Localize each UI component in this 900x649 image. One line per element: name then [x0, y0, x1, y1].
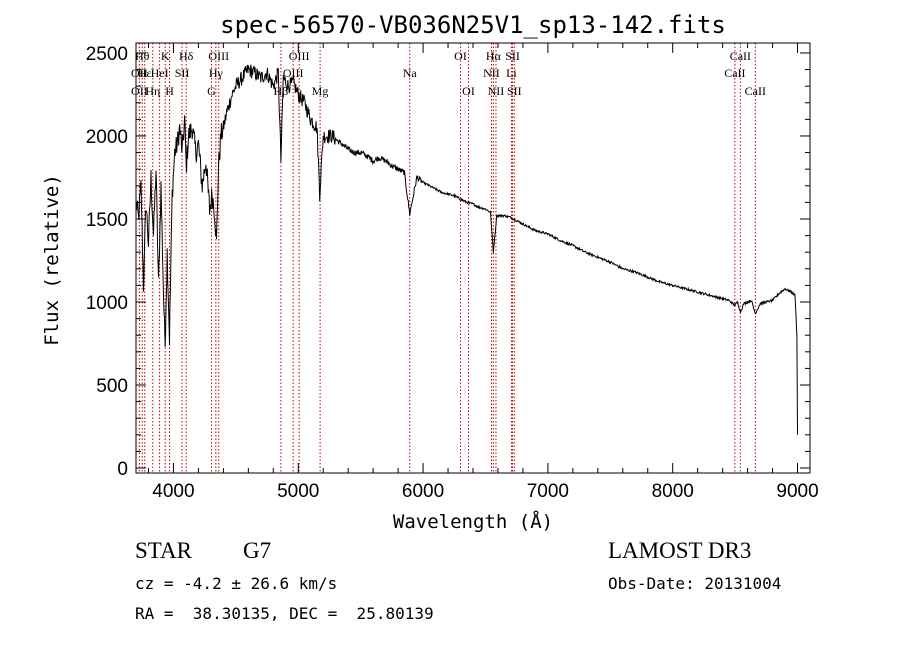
- line-marker-label: K: [161, 49, 170, 63]
- line-marker-label: Hη: [145, 84, 160, 98]
- survey-name: LAMOST DR3: [608, 538, 752, 563]
- spectrum-line: [135, 64, 798, 435]
- line-marker-label: Hγ: [209, 66, 224, 80]
- line-marker-label: Hβ: [274, 84, 289, 98]
- line-marker-label: OIII: [289, 49, 310, 63]
- line-marker-label: Mg: [312, 84, 329, 98]
- line-marker-label: OI: [454, 49, 467, 63]
- y-tick-label: 0: [117, 459, 128, 480]
- line-marker-label: H: [165, 84, 174, 98]
- y-tick-label: 1000: [86, 293, 128, 314]
- x-tick-label: 4000: [152, 481, 194, 502]
- line-marker-label: CaII: [730, 49, 751, 63]
- x-tick-label: 9000: [776, 481, 818, 502]
- line-marker-label: OIII: [208, 49, 229, 63]
- line-marker-label: Hθ: [135, 49, 150, 63]
- redshift-readout: cz = -4.2 ± 26.6 km/s: [135, 574, 338, 593]
- x-tick-label: 7000: [527, 481, 569, 502]
- x-axis: 4000 5000 6000 7000 8000 9000: [147, 43, 819, 502]
- coordinates: RA = 38.30135, DEC = 25.80139: [135, 604, 434, 623]
- x-axis-label: Wavelength (Å): [393, 510, 553, 533]
- line-marker-group: [138, 43, 756, 473]
- x-tick-label: 8000: [652, 481, 694, 502]
- line-marker-label: SII: [175, 66, 190, 80]
- y-tick-label: 2500: [86, 44, 128, 65]
- line-marker-label: Hδ: [179, 49, 194, 63]
- object-subclass: G7: [243, 538, 272, 563]
- line-marker-label: OII: [131, 84, 148, 98]
- y-axis: 0 500 1000 1500 2000 2500: [86, 44, 810, 480]
- line-marker-label: Hα: [486, 49, 502, 63]
- line-marker-label: OIII: [283, 66, 304, 80]
- line-marker-label: CaII: [745, 84, 766, 98]
- y-axis-label: Flux (relative): [41, 174, 63, 346]
- line-marker-label: Na: [403, 66, 418, 80]
- line-marker-label: Hε: [138, 66, 152, 80]
- y-tick-label: 1500: [86, 210, 128, 231]
- line-marker-label: G: [207, 84, 216, 98]
- x-tick-label: 5000: [277, 481, 319, 502]
- line-marker-label: OI: [462, 84, 475, 98]
- plot-frame: [135, 42, 811, 474]
- line-marker-label: CaII: [724, 66, 745, 80]
- chart-title: spec-56570-VB036N25V1_sp13-142.fits: [220, 11, 726, 39]
- y-tick-label: 500: [96, 376, 128, 397]
- line-marker-label: OII: [131, 66, 148, 80]
- line-marker-label: Li: [506, 66, 517, 80]
- line-marker-label: SII: [505, 49, 520, 63]
- line-marker-label: SII: [507, 84, 522, 98]
- line-marker-label: NII: [488, 84, 505, 98]
- obs-date: Obs-Date: 20131004: [608, 574, 782, 593]
- object-class: STAR: [135, 538, 192, 563]
- x-tick-label: 6000: [402, 481, 444, 502]
- line-marker-label: HeI: [151, 66, 169, 80]
- y-tick-label: 2000: [86, 127, 128, 148]
- line-marker-label: NII: [483, 66, 500, 80]
